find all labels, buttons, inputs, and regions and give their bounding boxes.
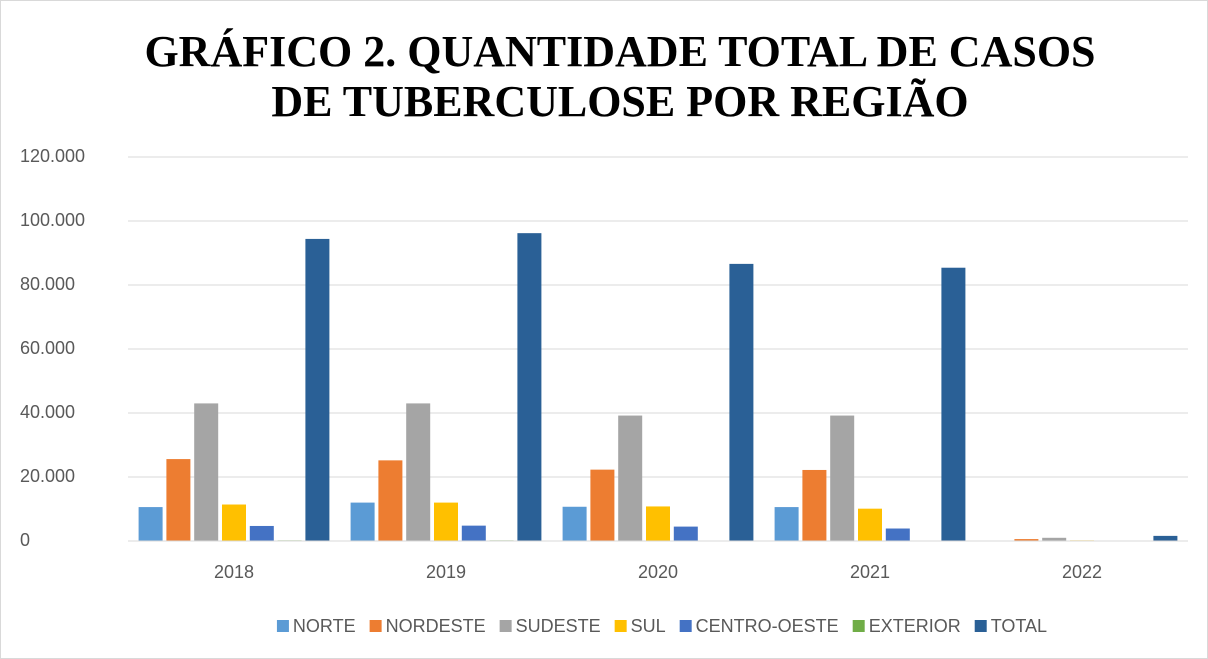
legend-label: NORTE xyxy=(293,616,356,636)
bar xyxy=(222,504,246,541)
bar xyxy=(885,528,910,541)
y-tick-label: 120.000 xyxy=(20,146,85,166)
bar xyxy=(166,459,191,541)
legend-swatch xyxy=(852,620,865,632)
x-tick-label: 2022 xyxy=(1062,562,1102,582)
x-tick-label: 2018 xyxy=(214,562,254,582)
legend-swatch xyxy=(276,620,289,632)
bar xyxy=(1014,539,1039,541)
legend-swatch xyxy=(499,620,512,632)
bar xyxy=(194,403,219,541)
legend-label: NORDESTE xyxy=(386,616,486,636)
bar xyxy=(434,502,458,541)
y-tick-label: 60.000 xyxy=(20,338,75,358)
bar xyxy=(562,506,587,541)
legend-swatch xyxy=(369,620,382,632)
bar xyxy=(406,403,431,541)
bar xyxy=(590,469,615,541)
bar xyxy=(249,525,274,541)
bar xyxy=(305,238,330,542)
bar xyxy=(618,415,643,541)
legend-label: TOTAL xyxy=(991,616,1047,636)
legend-label: CENTRO-OESTE xyxy=(696,616,839,636)
bar xyxy=(138,507,163,541)
legend-swatch xyxy=(974,620,987,632)
legend-label: EXTERIOR xyxy=(869,616,961,636)
bar xyxy=(378,460,403,541)
x-tick-label: 2019 xyxy=(426,562,466,582)
bar xyxy=(941,267,966,541)
bar xyxy=(830,415,855,541)
bar xyxy=(461,525,486,541)
y-tick-label: 100.000 xyxy=(20,210,85,230)
x-tick-label: 2020 xyxy=(638,562,678,582)
x-tick-label: 2021 xyxy=(850,562,890,582)
bar xyxy=(350,502,375,541)
legend-swatch xyxy=(679,620,692,632)
y-tick-label: 20.000 xyxy=(20,466,75,486)
bar xyxy=(802,469,827,541)
bar xyxy=(673,526,698,541)
y-tick-label: 40.000 xyxy=(20,402,75,422)
bar xyxy=(517,233,542,541)
bar xyxy=(646,506,670,541)
y-tick-label: 0 xyxy=(20,530,30,550)
bar xyxy=(858,508,882,541)
bar xyxy=(729,263,754,541)
legend-swatch xyxy=(614,620,627,632)
bar xyxy=(774,507,799,541)
y-tick-label: 80.000 xyxy=(20,274,75,294)
legend-label: SUDESTE xyxy=(516,616,601,636)
chart-title: GRÁFICO 2. QUANTIDADE TOTAL DE CASOS xyxy=(144,27,1095,76)
legend-label: SUL xyxy=(631,616,666,636)
bar xyxy=(1042,537,1067,541)
bar xyxy=(1153,535,1178,541)
chart-title: DE TUBERCULOSE POR REGIÃO xyxy=(271,77,968,126)
